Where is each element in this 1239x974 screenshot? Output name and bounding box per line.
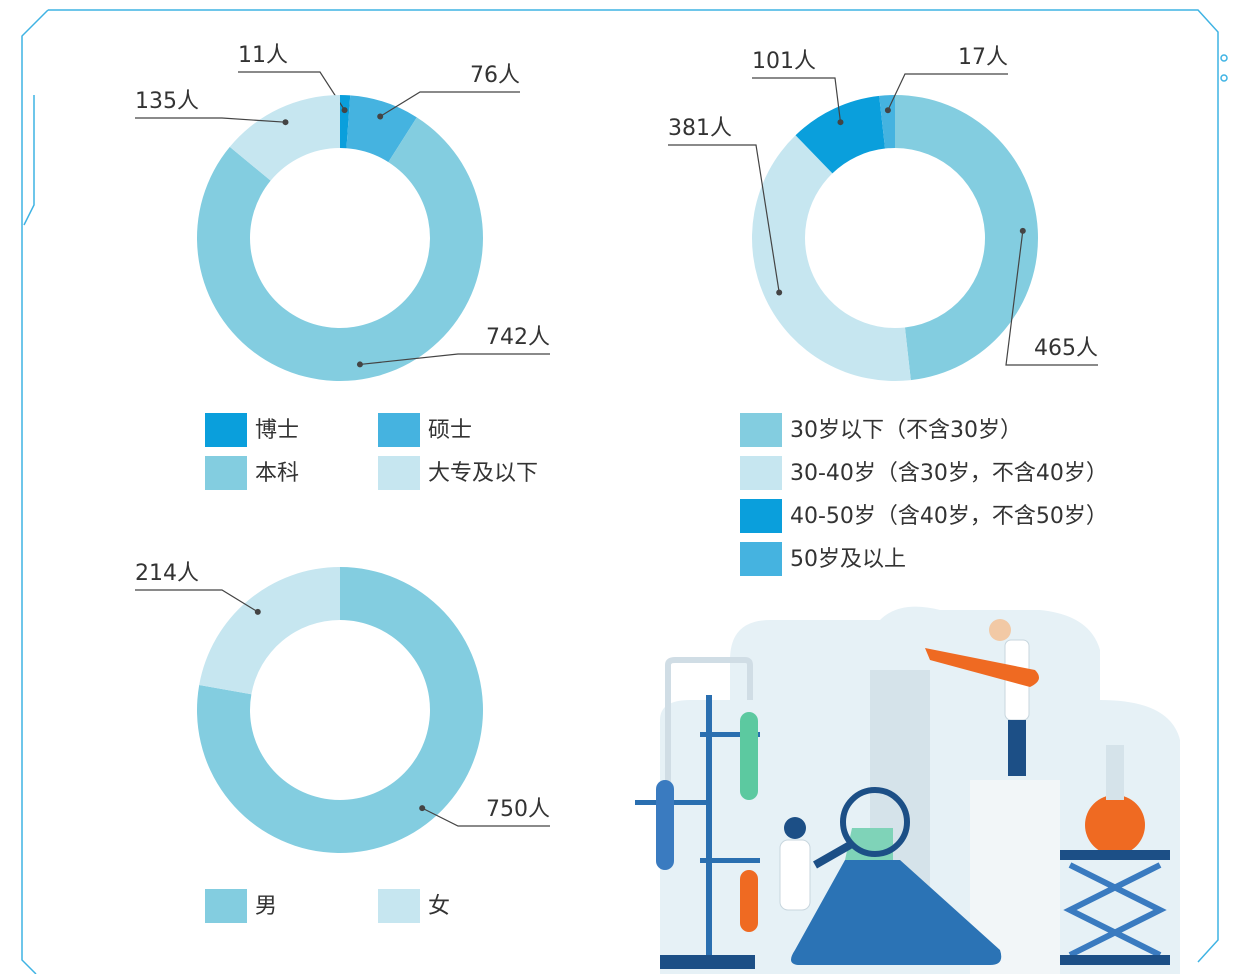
clamp bbox=[700, 858, 760, 863]
donut-segment bbox=[199, 567, 340, 694]
value-label: 742人 bbox=[486, 325, 550, 350]
scientist-legs bbox=[1008, 720, 1026, 776]
value-label: 214人 bbox=[135, 561, 199, 586]
value-label: 76人 bbox=[470, 63, 520, 88]
round-flask-neck bbox=[1106, 745, 1124, 800]
stand-base bbox=[660, 955, 755, 969]
donut-segment bbox=[197, 117, 483, 381]
legend-label: 大专及以下 bbox=[428, 461, 538, 486]
leader-dot bbox=[1020, 228, 1026, 234]
value-label: 465人 bbox=[1034, 336, 1098, 361]
legend-swatch bbox=[740, 413, 782, 447]
frame-dot bbox=[1221, 55, 1227, 61]
scientist-head bbox=[989, 619, 1011, 641]
leader-dot bbox=[255, 609, 261, 615]
frame-accent bbox=[24, 95, 34, 225]
legend-label: 本科 bbox=[255, 461, 299, 486]
scientist-head bbox=[784, 817, 806, 839]
leader-dot bbox=[419, 805, 425, 811]
test-tube bbox=[656, 780, 674, 870]
leader-dot bbox=[342, 107, 348, 113]
value-label: 101人 bbox=[752, 49, 816, 74]
illustration bbox=[635, 607, 1180, 974]
value-label: 17人 bbox=[958, 45, 1008, 70]
legend-swatch bbox=[205, 889, 247, 923]
round-flask bbox=[1085, 795, 1145, 855]
legend-swatch bbox=[205, 456, 247, 490]
legend-swatch bbox=[740, 456, 782, 490]
legend-label: 硕士 bbox=[428, 418, 472, 443]
frame-border bbox=[22, 10, 48, 974]
legend-swatch bbox=[378, 456, 420, 490]
leader-dot bbox=[776, 290, 782, 296]
lift-top bbox=[1060, 850, 1170, 860]
legend-swatch bbox=[205, 413, 247, 447]
legend-label: 40-50岁（含40岁，不含50岁） bbox=[790, 504, 1108, 529]
legend-label: 博士 bbox=[255, 418, 299, 443]
legend-label: 50岁及以上 bbox=[790, 547, 906, 572]
leader-dot bbox=[357, 361, 363, 367]
leader-dot bbox=[377, 113, 383, 119]
infographic: 11人 76人 742人 135人博士 硕士本科 大专及以下 465人 381人 101人 17人… bbox=[0, 0, 1239, 974]
value-label: 750人 bbox=[486, 797, 550, 822]
value-label: 135人 bbox=[135, 89, 199, 114]
legend-label: 男 bbox=[255, 894, 277, 919]
test-tube bbox=[740, 870, 758, 932]
leader-dot bbox=[837, 119, 843, 125]
leader-dot bbox=[282, 119, 288, 125]
leader-dot bbox=[885, 107, 891, 113]
scientist bbox=[780, 840, 810, 910]
legend-swatch bbox=[740, 499, 782, 533]
value-label: 381人 bbox=[668, 116, 732, 141]
legend-label: 女 bbox=[428, 894, 450, 919]
test-tube bbox=[740, 712, 758, 800]
legend-swatch bbox=[378, 413, 420, 447]
lift-base bbox=[1060, 955, 1170, 965]
value-label: 11人 bbox=[238, 43, 288, 68]
legend-label: 30-40岁（含30岁，不含40岁） bbox=[790, 461, 1108, 486]
donut-segment bbox=[895, 95, 1038, 380]
legend-label: 30岁以下（不含30岁） bbox=[790, 418, 1022, 443]
frame-dot bbox=[1221, 75, 1227, 81]
legend-swatch bbox=[740, 542, 782, 576]
legend-swatch bbox=[378, 889, 420, 923]
